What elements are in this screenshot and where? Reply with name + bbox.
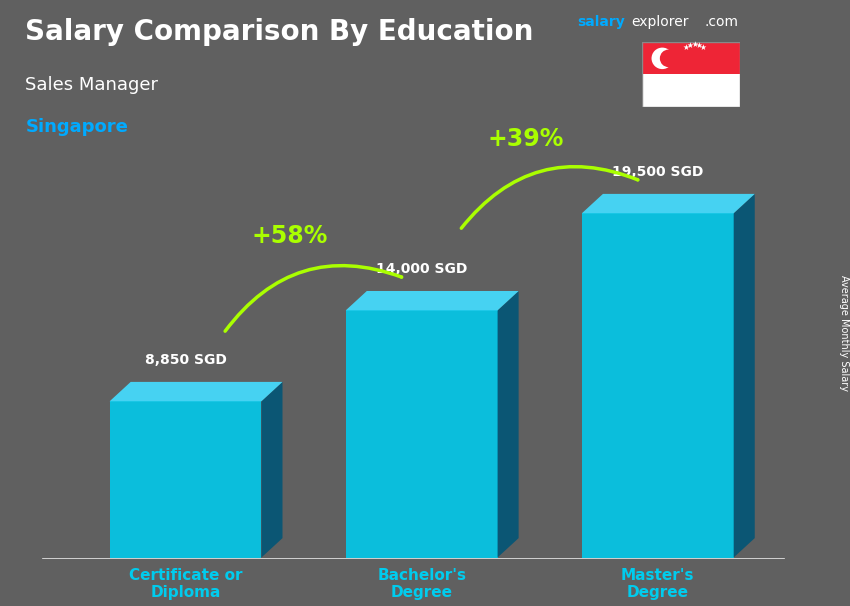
Text: explorer: explorer bbox=[631, 15, 689, 29]
Text: Certificate or
Diploma: Certificate or Diploma bbox=[128, 568, 242, 600]
Text: salary: salary bbox=[578, 15, 626, 29]
Text: Average Monthly Salary: Average Monthly Salary bbox=[839, 275, 849, 391]
Polygon shape bbox=[734, 194, 755, 558]
Bar bbox=[642, 74, 740, 107]
FancyArrowPatch shape bbox=[225, 265, 401, 331]
Text: 19,500 SGD: 19,500 SGD bbox=[612, 165, 704, 179]
FancyArrowPatch shape bbox=[462, 167, 638, 228]
Text: ★: ★ bbox=[687, 41, 694, 50]
Text: Singapore: Singapore bbox=[26, 118, 128, 136]
Text: Sales Manager: Sales Manager bbox=[26, 76, 158, 94]
Circle shape bbox=[660, 50, 677, 67]
Polygon shape bbox=[582, 213, 734, 558]
Text: 8,850 SGD: 8,850 SGD bbox=[144, 353, 226, 367]
Text: Salary Comparison By Education: Salary Comparison By Education bbox=[26, 18, 534, 46]
Text: ★: ★ bbox=[691, 40, 698, 49]
Polygon shape bbox=[262, 382, 282, 558]
Polygon shape bbox=[346, 310, 497, 558]
Polygon shape bbox=[110, 401, 262, 558]
Text: +58%: +58% bbox=[252, 224, 328, 248]
Polygon shape bbox=[346, 291, 518, 310]
Text: ★: ★ bbox=[696, 41, 703, 50]
Polygon shape bbox=[110, 382, 282, 401]
Polygon shape bbox=[582, 194, 755, 213]
Polygon shape bbox=[497, 291, 518, 558]
Text: Bachelor's
Degree: Bachelor's Degree bbox=[377, 568, 466, 600]
Circle shape bbox=[651, 48, 673, 69]
Text: ★: ★ bbox=[700, 43, 706, 52]
Text: .com: .com bbox=[704, 15, 738, 29]
Text: 14,000 SGD: 14,000 SGD bbox=[376, 262, 468, 276]
Text: +39%: +39% bbox=[488, 127, 564, 152]
Bar bbox=[642, 42, 740, 74]
Text: Master's
Degree: Master's Degree bbox=[621, 568, 694, 600]
Text: ★: ★ bbox=[683, 43, 689, 52]
